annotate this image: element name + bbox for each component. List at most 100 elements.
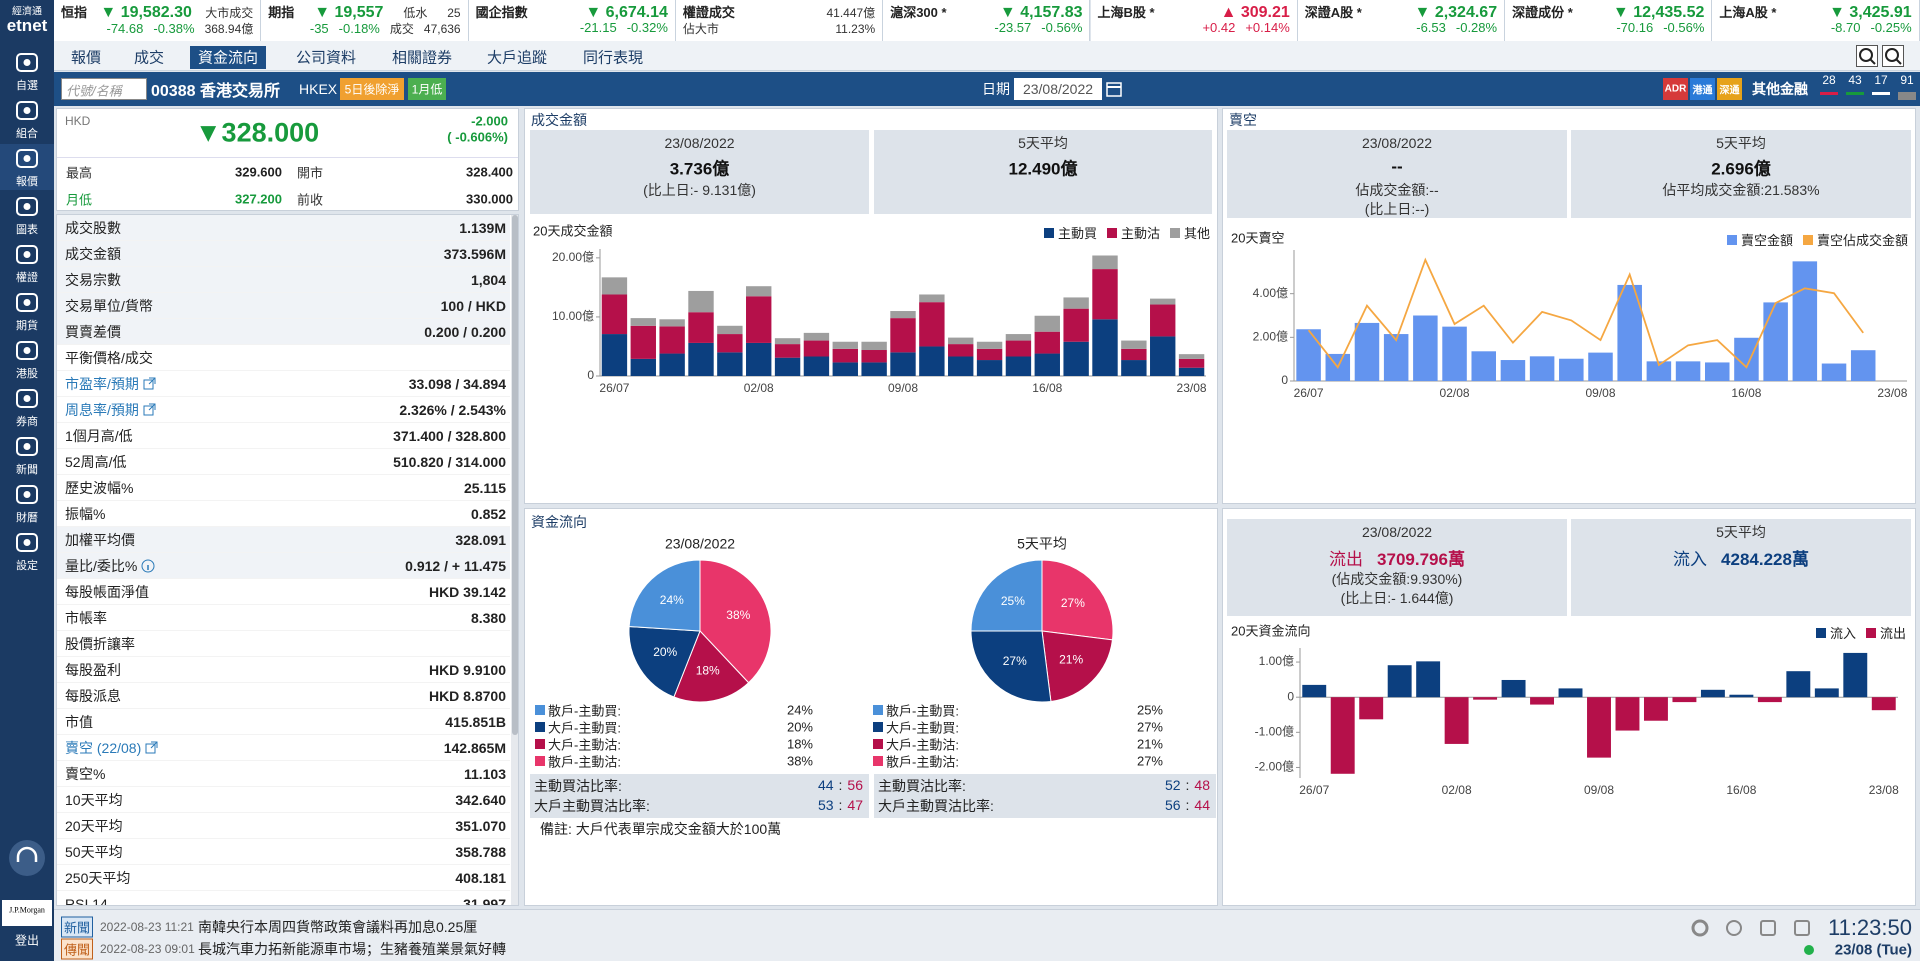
tab-label: 資金流向	[197, 49, 259, 67]
nav-item[interactable]: 權證	[0, 240, 54, 286]
market-badge[interactable]: ADR	[1663, 78, 1688, 100]
quote-value: 330.000	[466, 191, 513, 207]
stat-row: 52周高/低 510.820 / 314.000	[57, 449, 510, 475]
nav-item[interactable]: 自選	[0, 48, 54, 94]
ticker-text: ▲ 309.21	[1220, 4, 1290, 21]
ticker-row: 上海B股 * ▲ 309.21	[1098, 2, 1290, 21]
tab[interactable]: 公司資料	[288, 46, 364, 69]
quote-label: 前收	[297, 192, 324, 208]
external-link-icon	[143, 377, 156, 390]
nav-item[interactable]: 報價	[0, 144, 54, 190]
count-bar	[1872, 92, 1890, 95]
status-dot	[1804, 945, 1814, 955]
nav-item[interactable]: 設定	[0, 528, 54, 574]
quote-value: 328.400	[466, 164, 513, 180]
ticker-row: -6.53 -0.28%	[1305, 20, 1497, 38]
code-input[interactable]: 代號/名稱	[61, 78, 147, 100]
stat-label[interactable]: 賣空 (22/08)	[65, 738, 159, 758]
market-badge[interactable]: 深通	[1717, 78, 1742, 100]
ratio-box: 主動買沽比率: 44:56 大戶主動買沽比率: 53:47	[530, 774, 869, 818]
ticker-text: ▼ 3,425.91	[1829, 4, 1912, 21]
nav-item[interactable]: 組合	[0, 96, 54, 142]
count: 17	[1874, 73, 1888, 87]
nav-label: 報價	[16, 176, 38, 188]
ticker-text: -35	[309, 21, 329, 36]
news-headline[interactable]: 長城汽車力拓新能源車市場；生豬養殖業景氣好轉	[198, 941, 506, 957]
other-finance[interactable]: 其他金融	[1752, 81, 1808, 97]
card-value: 3.736億	[669, 159, 730, 179]
footer-icon	[1760, 920, 1776, 936]
summary-card: 23/08/2022 -- 佔成交金額:-- (比上日:--)	[1227, 130, 1567, 218]
market-badge[interactable]: 港通	[1690, 78, 1715, 100]
badge: 1月低	[408, 78, 446, 100]
stat-value: 25.115	[463, 480, 506, 496]
stat-label[interactable]: 市盈率/預期	[65, 374, 157, 394]
stat-label[interactable]: 周息率/預期	[65, 400, 157, 420]
summary-card: 5天平均 12.490億	[874, 130, 1212, 214]
flow-value: 3709.796萬	[1377, 550, 1465, 569]
tab[interactable]: 同行表現	[575, 46, 651, 69]
tab[interactable]: 大戶追蹤	[479, 46, 555, 69]
stat-label: 買賣差價	[65, 324, 121, 340]
date-label: 日期	[982, 81, 1010, 97]
nav-item[interactable]: 券商	[0, 384, 54, 430]
stat-row: 250天平均 408.181	[57, 865, 510, 891]
stat-value: 371.400 / 328.800	[393, 428, 506, 444]
legend-label: 大戶-主動買:	[548, 720, 621, 736]
ticker-text: -0.28%	[1455, 20, 1498, 35]
ratio-values: 52:48	[1165, 777, 1210, 793]
market-badge-label: 深通	[1719, 85, 1740, 97]
ticker-row: 恒指 ▼ 19,582.30 大市成交	[61, 2, 253, 21]
tab[interactable]: 成交	[111, 46, 187, 69]
ticker-text: 滬深300 *	[890, 5, 947, 20]
nav-item[interactable]: 財曆	[0, 480, 54, 526]
nav-item[interactable]: 圖表	[0, 192, 54, 238]
nav-icon	[16, 53, 38, 72]
brand-logo: etnet	[6, 16, 48, 35]
nav-icon	[16, 149, 38, 168]
legend-value: 20%	[786, 719, 813, 735]
news-headline[interactable]: 南韓央行本周四貨幣政策會議料再加息0.25厘	[198, 919, 478, 935]
logout[interactable]: 登出	[14, 933, 40, 948]
ratio-sep: :	[1185, 797, 1190, 813]
stat-row: 股價折讓率	[57, 631, 510, 657]
ticker-row: 期指 ▼ 19,557 低水 25	[268, 2, 461, 21]
stat-row: 量比/委比% 0.912 / + 11.475	[57, 553, 510, 579]
nav-item[interactable]: 港股	[0, 336, 54, 382]
ticker-item: 期指 ▼ 19,557 低水 25 -35 -0.18% 成交 47,636	[261, 0, 469, 41]
search-button[interactable]	[1882, 45, 1904, 67]
search-icon	[1885, 48, 1902, 65]
nav-item[interactable]: 新聞	[0, 432, 54, 478]
ticker-row: -23.57 -0.56%	[890, 20, 1082, 38]
stat-label: 每股盈利	[65, 662, 121, 678]
stat-row: 市盈率/預期 33.098 / 34.894	[57, 371, 510, 397]
stat-row: 賣空 (22/08) 142.865M	[57, 735, 510, 761]
ticker-text: 期指	[268, 5, 295, 20]
brand-top: 經濟通	[12, 6, 42, 18]
ticker-item: 滬深300 * ▼ 4,157.83 -23.57 -0.56%	[883, 0, 1091, 41]
icon-dot	[23, 203, 31, 210]
tab-label: 公司資料	[295, 49, 357, 67]
legend-value: 25%	[1136, 702, 1163, 718]
ticker-text: 25	[447, 6, 461, 20]
stat-row: 10天平均 342.640	[57, 787, 510, 813]
icon-dot	[23, 251, 31, 258]
stat-value: 328.091	[455, 532, 506, 548]
badge-label: 1月低	[411, 82, 443, 97]
tab[interactable]: 相關證券	[384, 46, 460, 69]
stock-bar: 代號/名稱 00388 香港交易所 HKEX 5日後除淨 1月低 日期 23/08/2022…	[54, 72, 1920, 106]
tab-label: 成交	[133, 49, 165, 67]
nav-icon	[16, 197, 38, 216]
legend-label: 賣空佔成交金額	[1816, 233, 1908, 248]
ticker-text: ▼ 19,582.30	[100, 4, 192, 21]
panel-title: 賣空	[1229, 112, 1257, 128]
date-input[interactable]: 23/08/2022	[1014, 78, 1102, 100]
legend-swatch	[1169, 227, 1180, 238]
summary-card: 23/08/2022 流出 3709.796萬 (佔成交金額:9.930%) (比上日:…	[1227, 519, 1567, 616]
search-button[interactable]	[1856, 45, 1878, 67]
tab[interactable]: 資金流向	[190, 46, 266, 69]
tab[interactable]: 報價	[48, 46, 124, 69]
ticker-text: 佔大市	[682, 22, 719, 36]
stat-value: 415.851B	[445, 714, 506, 730]
nav-item[interactable]: 期貨	[0, 288, 54, 334]
